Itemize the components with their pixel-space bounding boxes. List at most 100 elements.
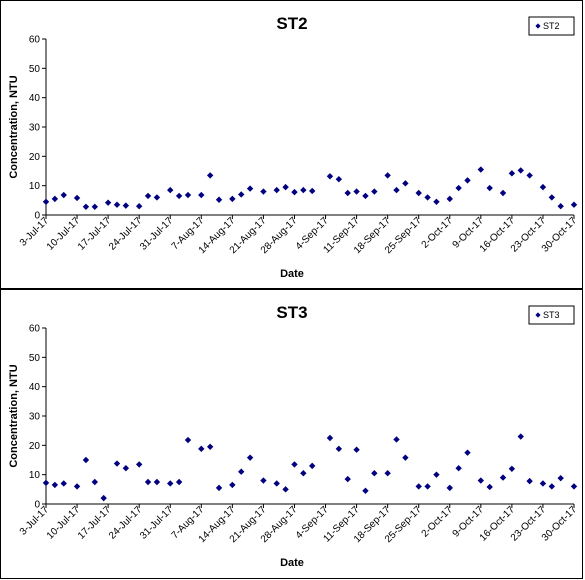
data-point	[455, 465, 462, 472]
data-point	[548, 483, 556, 490]
y-tick-label: 50	[29, 353, 41, 364]
y-axis-title: Concentration, NTU	[8, 75, 20, 178]
data-point	[51, 481, 59, 489]
data-point	[362, 192, 369, 200]
data-point	[175, 478, 183, 486]
data-point	[455, 184, 462, 192]
data-point	[415, 189, 422, 197]
data-point	[42, 198, 50, 205]
data-point	[73, 483, 81, 490]
data-point	[291, 188, 298, 196]
data-point	[402, 454, 409, 461]
data-point	[548, 194, 556, 201]
data-point	[206, 172, 214, 179]
y-tick-label: 10	[29, 181, 41, 192]
data-point	[113, 460, 121, 467]
data-point	[246, 185, 254, 192]
data-point	[60, 480, 67, 487]
data-point	[424, 483, 431, 490]
data-point	[100, 494, 107, 502]
y-tick-label: 40	[29, 93, 41, 104]
data-point	[82, 203, 90, 210]
data-point	[433, 198, 440, 205]
data-point	[384, 470, 391, 477]
data-point	[557, 474, 564, 482]
data-point	[557, 203, 564, 210]
x-tick-label: 31-Jul-17	[138, 504, 176, 542]
data-point	[424, 194, 431, 201]
data-point	[393, 436, 400, 443]
y-tick-label: 40	[29, 382, 41, 393]
data-point	[113, 201, 121, 208]
data-point	[122, 202, 130, 209]
data-point	[260, 188, 267, 195]
chart-panel-st3: ST3 0 10 20 30 40 50 60 3-Jul-17 10-Jul-17 17-Jul-…	[0, 289, 583, 579]
data-point	[238, 468, 245, 475]
data-point	[499, 189, 507, 197]
data-point	[42, 479, 50, 487]
data-point	[508, 170, 516, 177]
data-point	[184, 436, 192, 444]
data-point	[135, 203, 143, 210]
data-point	[206, 443, 214, 450]
data-point	[526, 172, 533, 179]
y-tick-label: 60	[29, 35, 41, 46]
data-point	[144, 478, 152, 486]
data-point	[91, 478, 99, 486]
data-point	[393, 186, 400, 194]
data-point	[384, 172, 391, 179]
chart-title: ST3	[276, 303, 307, 322]
y-tick-label: 20	[29, 441, 41, 452]
data-point	[175, 192, 183, 200]
data-point	[464, 177, 471, 184]
legend-label: ST2	[543, 21, 560, 31]
data-point	[153, 194, 161, 201]
x-axis-title: Date	[280, 557, 304, 569]
data-point	[198, 191, 205, 199]
data-point	[353, 446, 360, 453]
data-point	[273, 186, 280, 194]
chart-svg: ST201020304050603-Jul-1710-Jul-1717-Jul-…	[8, 14, 579, 280]
data-point	[517, 167, 524, 174]
data-point	[477, 477, 485, 484]
data-point	[300, 186, 307, 194]
legend-label: ST3	[543, 310, 560, 320]
data-point	[282, 183, 289, 191]
data-point	[539, 480, 547, 487]
data-point	[309, 187, 316, 195]
data-point	[539, 183, 547, 191]
data-point	[104, 199, 112, 206]
data-point	[229, 195, 236, 203]
data-point	[215, 484, 223, 492]
y-axis-title: Concentration, NTU	[8, 364, 20, 467]
data-point	[371, 470, 378, 477]
data-point	[570, 201, 578, 208]
y-tick-label: 50	[29, 64, 41, 75]
legend-marker	[535, 23, 541, 29]
legend-box	[528, 305, 575, 325]
data-point	[517, 433, 524, 440]
data-point	[344, 189, 351, 197]
data-point	[51, 195, 59, 203]
data-point	[246, 454, 254, 461]
legend-marker	[535, 312, 541, 318]
data-point	[477, 166, 485, 173]
data-point	[526, 477, 533, 485]
data-point	[499, 474, 507, 481]
data-point	[570, 483, 578, 490]
data-point	[273, 480, 280, 487]
data-point	[229, 481, 236, 489]
data-point	[344, 475, 351, 483]
data-point	[215, 196, 223, 203]
y-tick-label: 10	[29, 470, 41, 481]
x-tick-label: 2-Oct-17	[420, 215, 456, 251]
y-tick-label: 0	[34, 500, 40, 511]
x-tick-label: 31-Jul-17	[138, 215, 176, 253]
data-point	[300, 470, 307, 477]
data-point	[446, 195, 453, 203]
y-tick-label: 20	[29, 152, 41, 163]
data-point	[326, 173, 334, 180]
chart-panel-st2: ST2 0 10 20 30 40 50 60 3-Jul-17 10-Jul-17 17-Jul-…	[0, 0, 583, 289]
data-point	[326, 434, 334, 442]
data-point	[167, 480, 174, 487]
